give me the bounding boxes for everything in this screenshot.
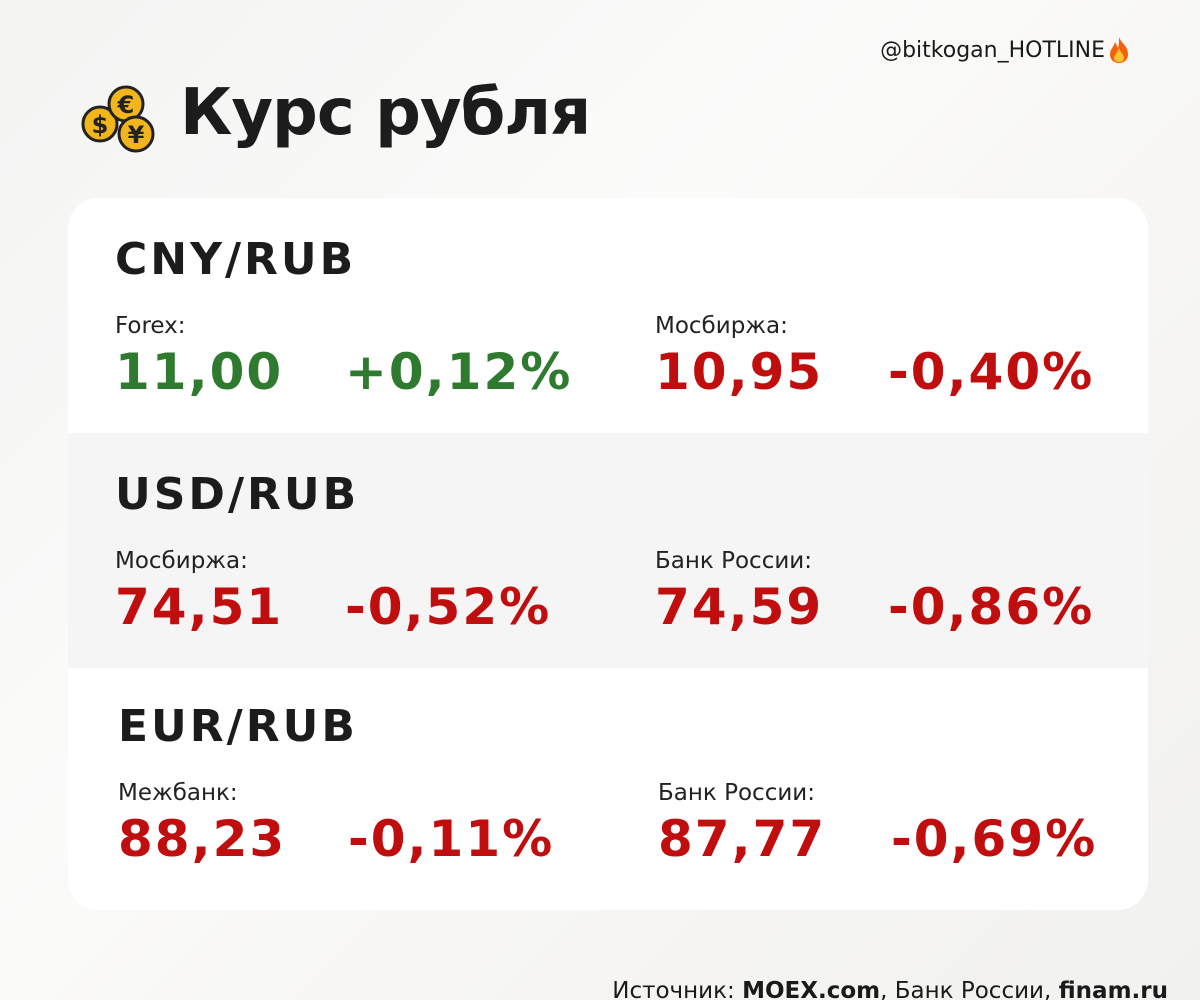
svg-text:$: $	[92, 111, 109, 139]
quote-change: -0,52%	[345, 578, 552, 636]
quote-label: Банк России:	[655, 548, 812, 574]
quote-value: 74,59	[655, 578, 824, 636]
quote-value: 88,23	[118, 810, 287, 868]
source-line: Источник: MOEX.com, Банк России, finam.r…	[583, 952, 1168, 1000]
rates-card: CNY/RUB Forex: 11,00 +0,12% Мосбиржа: 10,95 -0…	[68, 198, 1148, 910]
quote-value: 11,00	[115, 343, 284, 401]
currency-pair: USD/RUB	[115, 469, 360, 520]
quote-value: 74,51	[115, 578, 284, 636]
quote-label: Банк России:	[658, 780, 815, 806]
quote-change: -0,86%	[888, 578, 1095, 636]
source-link: MOEX.com	[742, 978, 881, 1000]
quote-label: Межбанк:	[118, 780, 238, 806]
quote-value: 10,95	[655, 343, 824, 401]
svg-text:€: €	[117, 91, 135, 119]
channel-handle: @bitkogan_HOTLINE	[880, 38, 1105, 63]
svg-text:¥: ¥	[128, 121, 145, 149]
flame-icon	[1110, 37, 1128, 63]
quote-change: -0,40%	[888, 343, 1095, 401]
currency-section: EUR/RUB Межбанк: 88,23 -0,11% Банк России: 87…	[68, 665, 1148, 910]
source-link: finam.ru	[1058, 978, 1168, 1000]
source-text: Источник:	[612, 978, 743, 1000]
quote-label: Мосбиржа:	[115, 548, 248, 574]
quote-change: -0,69%	[891, 810, 1098, 868]
source-text: , Банк России,	[880, 978, 1059, 1000]
currency-section: CNY/RUB Forex: 11,00 +0,12% Мосбиржа: 10,95 -0…	[68, 198, 1148, 433]
currency-pair: CNY/RUB	[115, 234, 357, 285]
quote-label: Мосбиржа:	[655, 313, 788, 339]
currency-pair: EUR/RUB	[118, 701, 358, 752]
quote-change: -0,11%	[348, 810, 555, 868]
quote-change: +0,12%	[345, 343, 573, 401]
currency-section: USD/RUB Мосбиржа: 74,51 -0,52% Банк России: 7…	[68, 433, 1148, 668]
coins-icon: $ € ¥	[81, 85, 155, 153]
quote-value: 87,77	[658, 810, 827, 868]
page-title: Курс рубля	[180, 76, 591, 150]
quote-label: Forex:	[115, 313, 186, 339]
